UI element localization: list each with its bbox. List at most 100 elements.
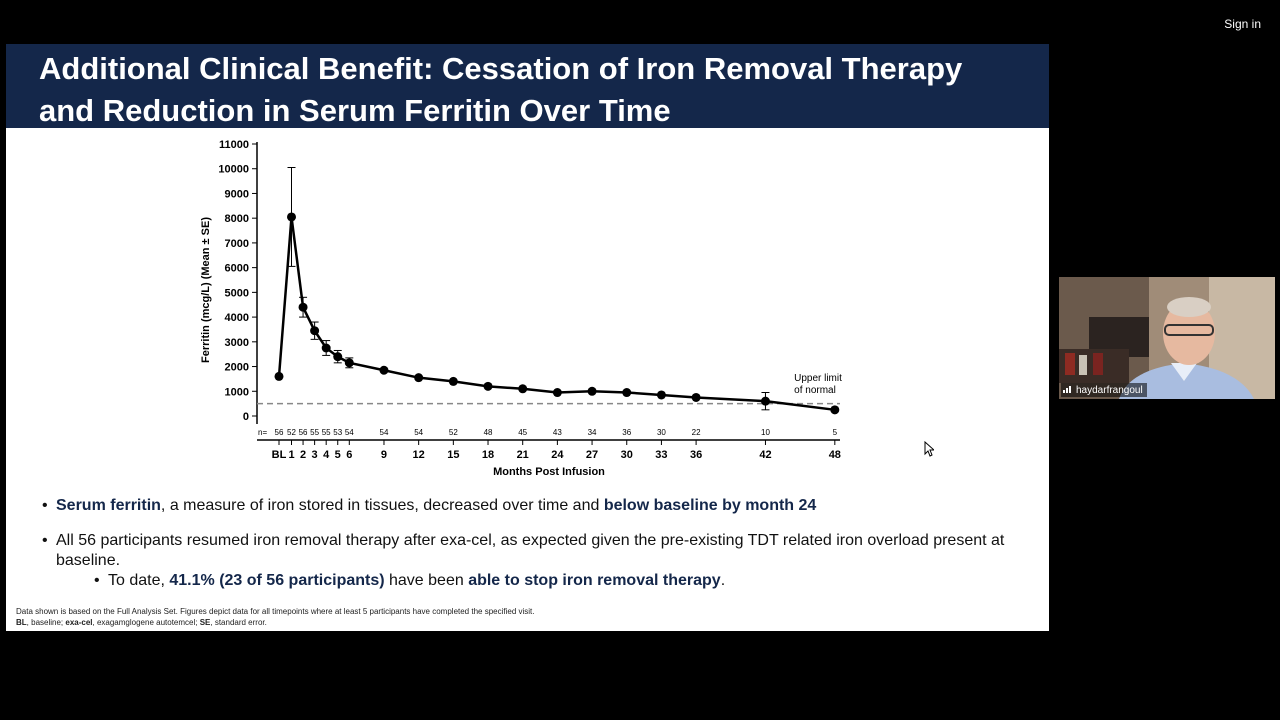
data-point [587,386,597,396]
data-point [622,388,632,398]
data-point [518,384,528,394]
data-point [310,326,320,336]
x-tick-label: 30 [621,449,633,461]
footnote-run: SE [199,618,211,627]
data-point [344,358,354,368]
n-value: 54 [380,428,389,437]
n-value: 52 [449,428,458,437]
footnote: Data shown is based on the Full Analysis… [16,606,736,628]
bullet-serum-ferritin: • Serum ferritin, a measure of iron stor… [42,497,817,514]
sub-bullet-text: To date, 41.1% (23 of 56 participants) h… [108,572,725,589]
footnote-line-1: Data shown is based on the Full Analysis… [16,607,535,616]
n-value: 10 [761,428,770,437]
y-tick-label: 5000 [225,287,249,299]
n-value: 56 [275,428,284,437]
footnote-run: , exagamglogene autotemcel; [92,618,200,627]
footnote-run: , standard error. [210,618,267,627]
n-value: 54 [345,428,354,437]
x-tick-label: 12 [413,449,425,461]
x-tick-label: 21 [517,449,529,461]
x-tick-label: 1 [288,449,294,461]
y-tick-label: 2000 [225,362,249,374]
text-run: have been [384,572,469,589]
data-point [552,388,562,398]
x-tick-label: 4 [323,449,330,461]
x-tick-label: 3 [312,449,318,461]
y-tick-label: 1000 [225,386,249,398]
text-run: To date, [108,572,170,589]
text-run: All 56 participants resumed iron removal… [56,532,1005,569]
sign-in-link[interactable]: Sign in [1224,17,1261,31]
n-value: 55 [310,428,319,437]
n-value: 43 [553,428,562,437]
series-line [277,216,835,412]
y-tick-label: 3000 [225,337,249,349]
signal-icon [1063,384,1073,396]
slide-header: Additional Clinical Benefit: Cessation o… [6,44,1049,128]
participant-video[interactable]: haydarfrangoul [1059,277,1275,399]
n-value: 30 [657,428,666,437]
data-point [333,352,343,362]
highlight-text: below baseline by month 24 [603,497,817,514]
x-tick-label: 36 [690,449,702,461]
text-run: . [720,572,726,589]
participant-name: haydarfrangoul [1076,384,1143,396]
highlight-text: able to stop iron removal therapy [468,572,721,589]
n-value: 22 [692,428,701,437]
n-value: 34 [588,428,597,437]
data-point [414,373,424,383]
data-point [483,381,493,391]
x-tick-label: 24 [551,449,564,461]
data-point [379,365,389,375]
y-tick-label: 7000 [225,238,249,250]
data-point [448,376,458,386]
y-tick-label: 11000 [219,139,249,151]
n-value: 55 [322,428,331,437]
x-tick-label: 48 [829,449,841,461]
data-point [321,343,331,353]
n-label: n= [258,428,267,437]
x-tick-label: 18 [482,449,494,461]
x-tick-label: 2 [300,449,306,461]
x-tick-label: 15 [447,449,459,461]
presentation-slide: Additional Clinical Benefit: Cessation o… [6,44,1049,631]
x-tick-label: 42 [759,449,771,461]
n-value: 36 [622,428,631,437]
video-feed-image [1059,277,1275,399]
footnote-run: , baseline; [26,618,66,627]
footnote-line-2: BL, baseline; exa-cel, exagamglogene aut… [16,617,736,628]
footnote-run: exa-cel [65,618,93,627]
footnote-run: BL [16,618,27,627]
data-point [656,390,666,400]
data-point [691,392,701,402]
highlight-text: 41.1% (23 of 56 participants) [169,572,385,589]
bullet-text: All 56 participants resumed iron removal… [56,532,1004,569]
highlight-text: Serum ferritin [56,497,161,514]
x-tick-label: 27 [586,449,598,461]
n-value: 52 [287,428,296,437]
x-axis-title: Months Post Infusion [493,466,605,478]
y-tick-label: 6000 [225,263,249,275]
x-tick-label: 33 [655,449,667,461]
y-tick-label: 10000 [218,164,249,176]
bullet-list: • Serum ferritin, a measure of iron stor… [42,496,1032,591]
y-tick-label: 0 [243,411,249,423]
data-point [274,371,284,381]
text-run: , a measure of iron stored in tissues, d… [160,497,604,514]
bullet-iron-removal: • All 56 participants resumed iron remov… [42,532,1005,569]
y-tick-label: 9000 [225,188,249,200]
x-tick-label: 5 [335,449,341,461]
y-tick-label: 4000 [225,312,249,324]
mouse-cursor-icon [924,440,936,462]
upper-limit-label: Upper limit [794,373,842,384]
n-value: 56 [299,428,308,437]
data-point [830,405,840,415]
y-axis-title: Ferritin (mcg/L) (Mean ± SE) [200,217,212,363]
data-point [298,302,308,312]
y-tick-label: 8000 [225,213,249,225]
n-value: 5 [833,428,838,437]
data-point [760,396,770,406]
x-tick-label: BL [272,449,287,461]
x-tick-label: 6 [346,449,352,461]
x-tick-label: 9 [381,449,387,461]
